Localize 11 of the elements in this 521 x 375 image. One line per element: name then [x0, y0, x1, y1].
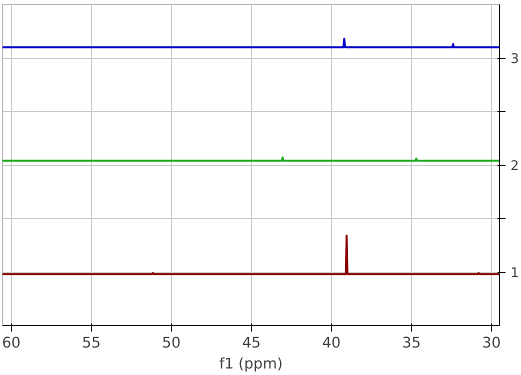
x-tick-label: 40	[322, 334, 341, 352]
y-tick-label: 2	[510, 159, 519, 174]
x-tick-label: 50	[162, 334, 181, 352]
y-tick-label: 3	[510, 52, 519, 67]
x-tick-label: 60	[2, 334, 21, 352]
x-tick-label: 35	[402, 334, 421, 352]
x-tick-label: 30	[482, 334, 501, 352]
x-tick-label: 55	[82, 334, 101, 352]
y-tick-label: 1	[510, 266, 519, 281]
x-axis-title: f1 (ppm)	[219, 356, 283, 372]
x-tick-label: 45	[242, 334, 261, 352]
